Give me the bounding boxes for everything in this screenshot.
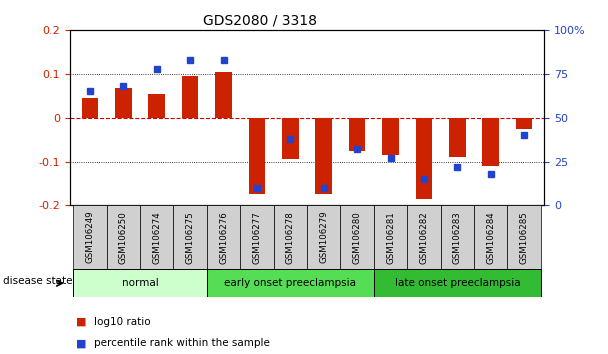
Text: GSM106283: GSM106283 (453, 211, 462, 264)
Text: GSM106275: GSM106275 (185, 211, 195, 264)
Text: GSM106285: GSM106285 (520, 211, 528, 264)
Text: GSM106284: GSM106284 (486, 211, 496, 264)
Bar (249, 118, 265, 194)
Bar (449, 118, 466, 157)
Text: GSM106277: GSM106277 (252, 211, 261, 264)
Bar (73, 269, 207, 297)
Bar (416, 118, 432, 199)
Text: log10 ratio: log10 ratio (94, 317, 151, 327)
Bar (140, 205, 173, 269)
Bar (182, 76, 198, 118)
Bar (508, 205, 541, 269)
Text: normal: normal (122, 278, 159, 288)
Bar (207, 205, 240, 269)
Text: ■: ■ (76, 338, 86, 348)
Text: percentile rank within the sample: percentile rank within the sample (94, 338, 270, 348)
Text: GSM106279: GSM106279 (319, 211, 328, 263)
Bar (474, 205, 508, 269)
Bar (307, 205, 340, 269)
Bar (349, 118, 365, 150)
Bar (516, 118, 533, 129)
Bar (81, 98, 98, 118)
Text: GSM106276: GSM106276 (219, 211, 228, 264)
Bar (106, 205, 140, 269)
Text: GSM106278: GSM106278 (286, 211, 295, 264)
Bar (148, 93, 165, 118)
Bar (340, 205, 374, 269)
Bar (282, 118, 299, 159)
Text: GSM106274: GSM106274 (152, 211, 161, 264)
Title: GDS2080 / 3318: GDS2080 / 3318 (202, 13, 317, 28)
Bar (482, 118, 499, 166)
Text: GSM106250: GSM106250 (119, 211, 128, 264)
Bar (274, 205, 307, 269)
Text: early onset preeclampsia: early onset preeclampsia (224, 278, 356, 288)
Bar (207, 269, 374, 297)
Bar (316, 118, 332, 194)
Bar (240, 205, 274, 269)
Text: disease state: disease state (3, 276, 72, 286)
Bar (73, 205, 106, 269)
Bar (407, 205, 441, 269)
Bar (215, 72, 232, 118)
Text: ■: ■ (76, 317, 86, 327)
Bar (441, 205, 474, 269)
Bar (374, 269, 541, 297)
Text: late onset preeclampsia: late onset preeclampsia (395, 278, 520, 288)
Text: GSM106280: GSM106280 (353, 211, 362, 264)
Bar (115, 88, 132, 118)
Bar (173, 205, 207, 269)
Bar (374, 205, 407, 269)
Bar (382, 118, 399, 155)
Text: GSM106282: GSM106282 (420, 211, 429, 264)
Text: GSM106281: GSM106281 (386, 211, 395, 264)
Text: GSM106249: GSM106249 (86, 211, 94, 263)
